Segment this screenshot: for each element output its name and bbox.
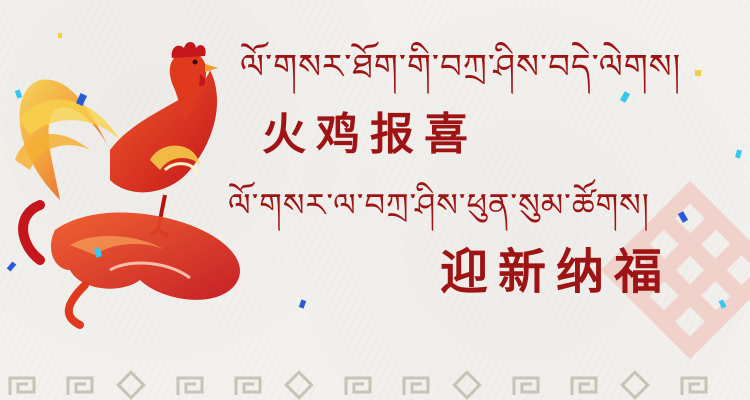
- confetti-piece: [58, 33, 62, 38]
- key-fret-pattern: [8, 376, 708, 395]
- endless-knot-background-icon: [600, 180, 750, 360]
- chinese-greeting-line-2: 迎新纳福: [440, 244, 673, 300]
- fret-pattern-border: [8, 370, 708, 400]
- rooster-illustration: [15, 42, 240, 329]
- tibetan-greeting-line-1: ལོ་གསར་ཐོག་གི་བཀྲ་ཤིས་བདེ་ལེགས།: [240, 47, 682, 87]
- confetti-piece: [695, 70, 701, 76]
- chinese-greeting-line-1: 火鸡报喜: [262, 109, 478, 160]
- endless-knot-icon: [116, 370, 650, 400]
- tibetan-greeting-line-2: ལོ་གསར་ལ་བཀྲ་ཤིས་ཕུན་སུམ་ཚོགས།: [228, 186, 650, 224]
